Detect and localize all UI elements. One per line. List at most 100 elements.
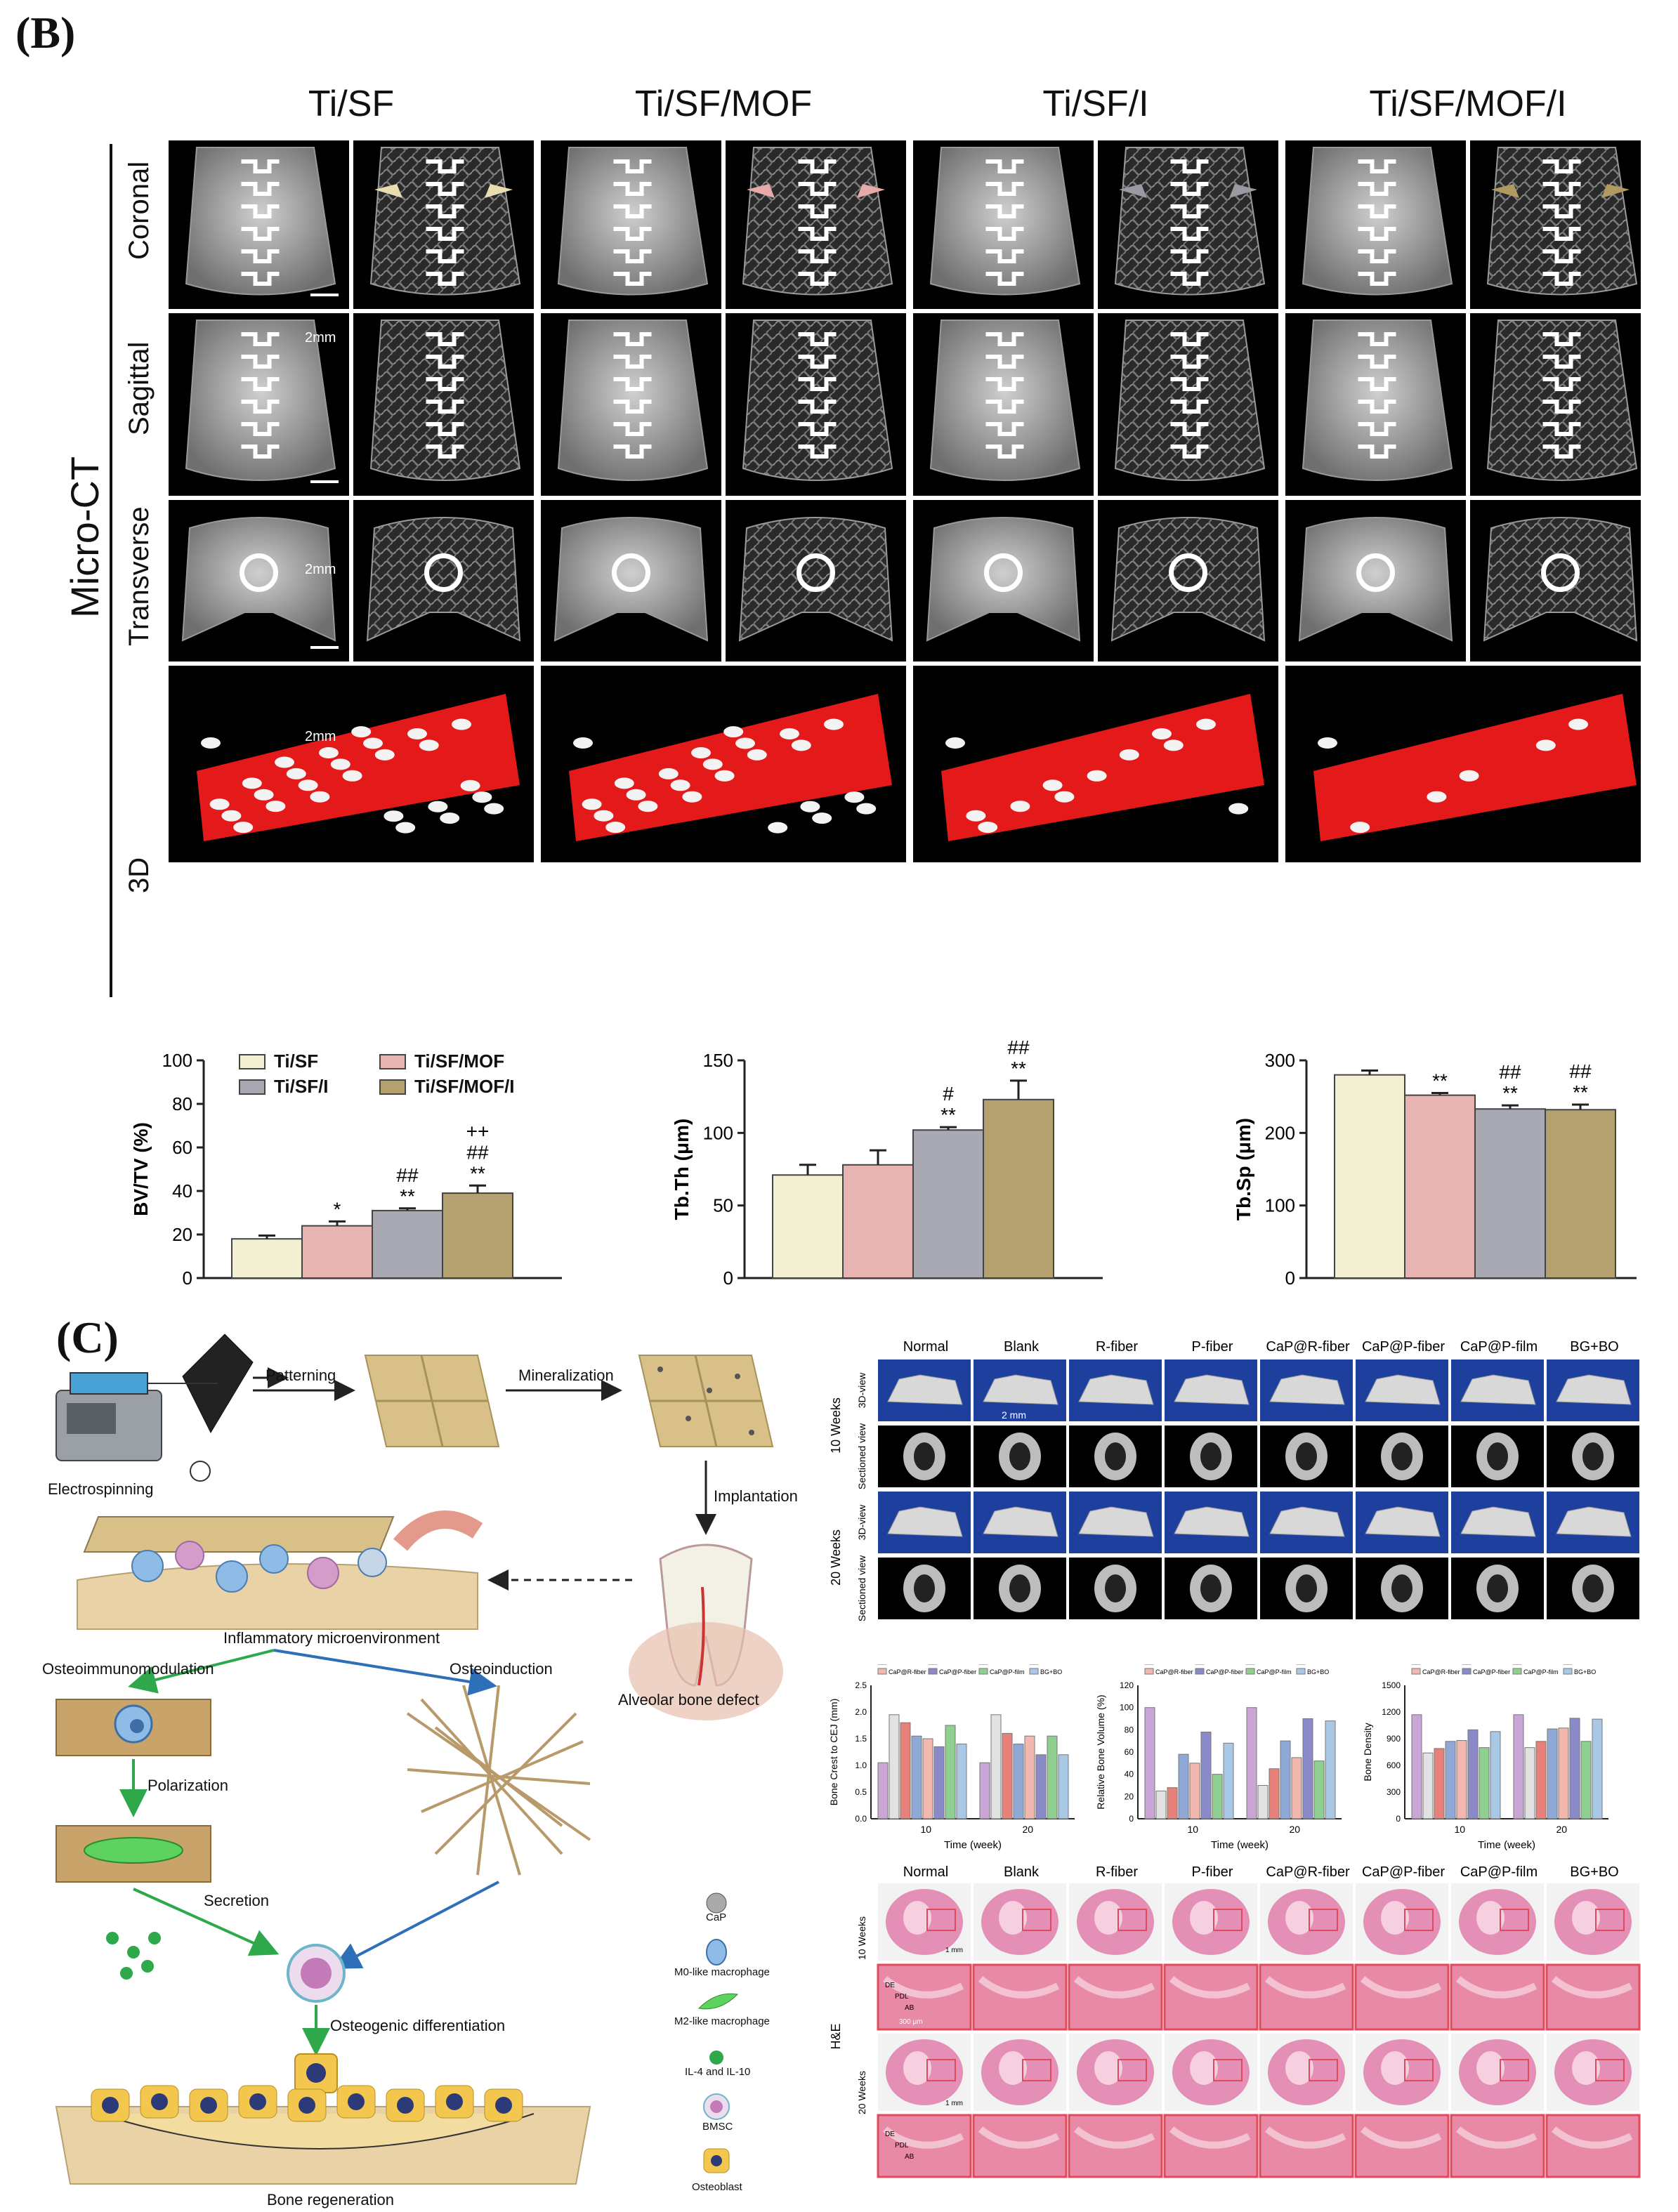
ct-tile: [1470, 500, 1651, 661]
y-tick-label: 0: [183, 1268, 192, 1289]
mini-legend-label: R-fiber: [990, 1664, 1009, 1666]
label-osteogenic: Osteogenic differentiation: [330, 2017, 506, 2034]
group-header: CaP@P-fiber: [1362, 1339, 1445, 1355]
significance-mark: **: [470, 1162, 485, 1184]
mini-x-label: Time (week): [1211, 1839, 1269, 1851]
ct-row-label: 20 Weeks: [829, 1529, 843, 1586]
significance-mark: #: [943, 1083, 954, 1105]
ct-tile: [1098, 313, 1278, 496]
mini-bar: [1490, 1731, 1501, 1819]
chart-tb-sp: 0 100 200 300 Tb.Sp (μm) ** ** ## ** ##: [1208, 1039, 1658, 1306]
mini-y-tick: 2.0: [855, 1707, 867, 1717]
bmsc-arrow-blue: [332, 1881, 499, 1969]
he-zoom-scale: 300 μm: [899, 2018, 923, 2026]
micro-ct-label: Micro-CT: [63, 456, 107, 618]
blood-vessel: [393, 1510, 483, 1551]
mini-legend-label: Blank: [1473, 1664, 1489, 1666]
mini-bar: [1013, 1744, 1024, 1819]
mini-x-tick: 10: [1188, 1824, 1199, 1835]
mini-x-tick: 20: [1556, 1824, 1568, 1835]
chart-bv-tv: 0 20 40 60 80 100 BV/TV (%) * ** ## ** ## ++: [105, 1039, 583, 1306]
ct-3d-tile: [541, 666, 906, 862]
column-header-ti-sf-mof: Ti/SF/MOF: [634, 84, 813, 124]
mini-legend-label: P-fiber: [1574, 1664, 1593, 1666]
legend-il: IL-4 and IL-10: [685, 2066, 751, 2078]
micro-ct-images: [169, 140, 1651, 862]
mini-bar: [889, 1714, 900, 1819]
ct-tile: [541, 140, 721, 309]
ct-tile: [1285, 500, 1466, 661]
group-header: Normal: [903, 1339, 948, 1355]
bar: [442, 1192, 513, 1279]
column-header-ti-sf-mof-i: Ti/SF/MOF/I: [1369, 84, 1567, 124]
mini-legend-label: P-fiber: [1307, 1664, 1326, 1666]
he-annotation: AB: [905, 2004, 915, 2012]
osteoinduction-arrow: [273, 1649, 497, 1696]
label-electrospinning: Electrospinning: [48, 1480, 154, 1498]
he-scale: 1 mm: [945, 1947, 963, 1954]
mini-x-label: Time (week): [1478, 1839, 1535, 1851]
mini-bar: [1547, 1728, 1558, 1819]
ct-tile: [726, 140, 906, 309]
legend-osteoblast: Osteoblast: [692, 2181, 742, 2193]
ct-tile: [1285, 140, 1466, 309]
ct-tile: [913, 500, 1094, 661]
bar: [301, 1225, 373, 1279]
mini-bar: [933, 1746, 945, 1819]
mini-bar: [1467, 1729, 1479, 1819]
mini-bar: [1479, 1747, 1490, 1819]
mini-bar: [1411, 1714, 1422, 1819]
legend-ti-sf-mof-i: Ti/SF/MOF/I: [379, 1076, 515, 1098]
ct-subrow-label: Sectioned view: [856, 1555, 867, 1621]
mini-legend-label: Blank: [939, 1664, 955, 1666]
he-zoom-image: [1545, 1963, 1641, 2031]
group-header: CaP@P-film: [1460, 1339, 1538, 1355]
mini-legend-label: CaP@R-fiber: [1422, 1668, 1460, 1676]
he-side-label: H&E: [829, 2023, 843, 2049]
label-osteoinduction: Osteoinduction: [450, 1660, 553, 1678]
he-group-header: CaP@P-film: [1460, 1864, 1538, 1880]
significance-mark: ##: [1569, 1060, 1592, 1082]
ct-row-label: 10 Weeks: [829, 1397, 843, 1454]
he-annotation: AB: [905, 2153, 915, 2161]
label-secretion: Secretion: [204, 1892, 269, 1909]
he-scale: 1 mm: [945, 2100, 963, 2107]
mini-legend-label: Normal: [889, 1664, 909, 1666]
mini-legend-label: CaP@P-film: [990, 1668, 1025, 1676]
row-label-coronal: Coronal: [124, 161, 155, 260]
mini-bar: [911, 1735, 922, 1819]
mini-bar: [1189, 1763, 1200, 1819]
he-zoom-image: [877, 1963, 972, 2031]
legend-ti-sf: Ti/SF: [239, 1051, 318, 1072]
cytokine-dots: [106, 1932, 161, 1980]
mini-bar: [1200, 1732, 1212, 1819]
he-annotation: DE: [885, 2131, 895, 2138]
y-tick-label: 300: [1265, 1050, 1295, 1071]
bar: [1474, 1108, 1546, 1279]
mini-y-tick: 0: [1129, 1814, 1134, 1824]
dental-mini-charts: 0.0 0.5 1.0 1.5 2.0 2.5 Bone Crest to CEJ (mm)…: [822, 1658, 1644, 1854]
legend-ti-sf-i: Ti/SF/I: [239, 1076, 329, 1098]
he-row-label: 20 Weeks: [856, 2071, 867, 2114]
ct-3d-tile: [913, 666, 1278, 862]
mini-charts-svg: 0.0 0.5 1.0 1.5 2.0 2.5 Bone Crest to CEJ (mm)…: [828, 1658, 1608, 1851]
mini-legend-label: Normal: [1422, 1664, 1443, 1666]
bar: [842, 1164, 914, 1279]
label-regeneration: Bone regeneration: [267, 2191, 395, 2208]
ct-tile: [913, 140, 1094, 309]
ct-tile: [1098, 500, 1278, 661]
y-tick-label: 0: [723, 1268, 733, 1289]
y-tick-label: 40: [172, 1180, 192, 1202]
y-axis-label: Tb.Sp (μm): [1233, 1118, 1254, 1220]
mini-legend-label: CaP@P-fiber: [1473, 1668, 1510, 1676]
he-grid-svg: Normal Blank R-fiber P-fiber CaP@R-fiber CaP@…: [829, 1864, 1641, 2178]
y-tick-label: 50: [713, 1195, 733, 1216]
mini-y-tick: 300: [1387, 1787, 1401, 1797]
mini-bar: [1302, 1718, 1313, 1819]
he-annotation: PDL: [895, 2142, 909, 2150]
mini-legend-label: CaP@P-film: [1257, 1668, 1292, 1676]
row-label-sagittal: Sagittal: [124, 341, 155, 435]
mini-legend-label: BG+BO: [1307, 1668, 1329, 1676]
ct-tile: [1098, 140, 1278, 309]
y-axis-label: Tb.Th (μm): [671, 1119, 693, 1220]
